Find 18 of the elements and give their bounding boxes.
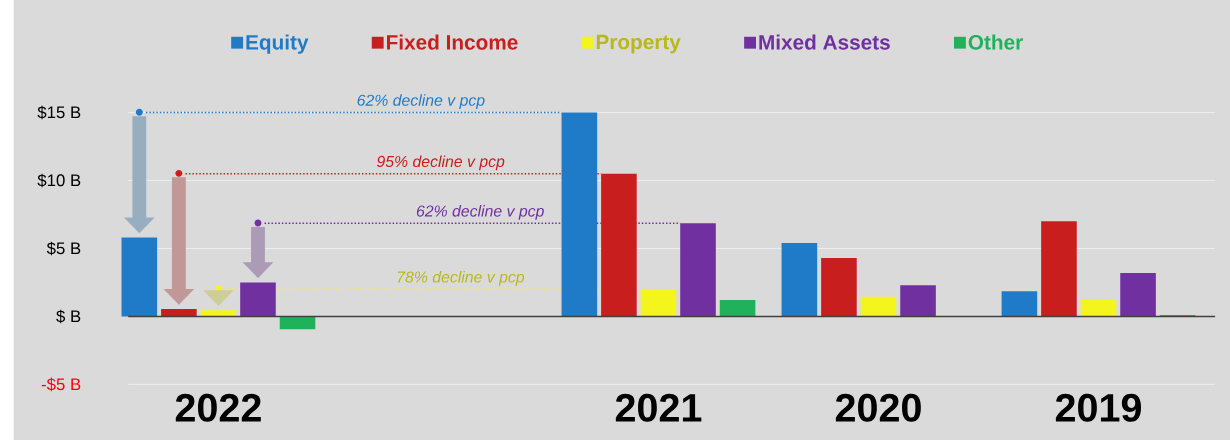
legend-label: Mixed Assets (759, 34, 890, 50)
ref-line-label: 95% decline v pcp (377, 155, 505, 171)
legend-label: Property (596, 34, 681, 54)
ref-line-label: 62% decline v pcp (416, 205, 544, 220)
legend-label: Other (968, 34, 1023, 50)
x-tick-label: 2022 (175, 393, 261, 422)
x-tick-label: 2021 (615, 393, 702, 422)
y-tick-label: $ B (56, 309, 81, 324)
x-tick-label: 2019 (1055, 393, 1142, 422)
ref-line-label: 62% decline v pcp (357, 94, 485, 109)
y-tick-label: $5 B (46, 241, 81, 256)
ref-line-label: 78% decline v pcp (397, 270, 525, 286)
x-tick-label: 2020 (835, 393, 921, 422)
y-tick-label: $15 B (37, 105, 81, 120)
legend-label: Fixed Income (387, 34, 518, 50)
y-tick-label: $10 B (37, 173, 81, 188)
y-tick-label: -$5 B (41, 377, 81, 392)
legend-label: Equity (246, 34, 309, 54)
